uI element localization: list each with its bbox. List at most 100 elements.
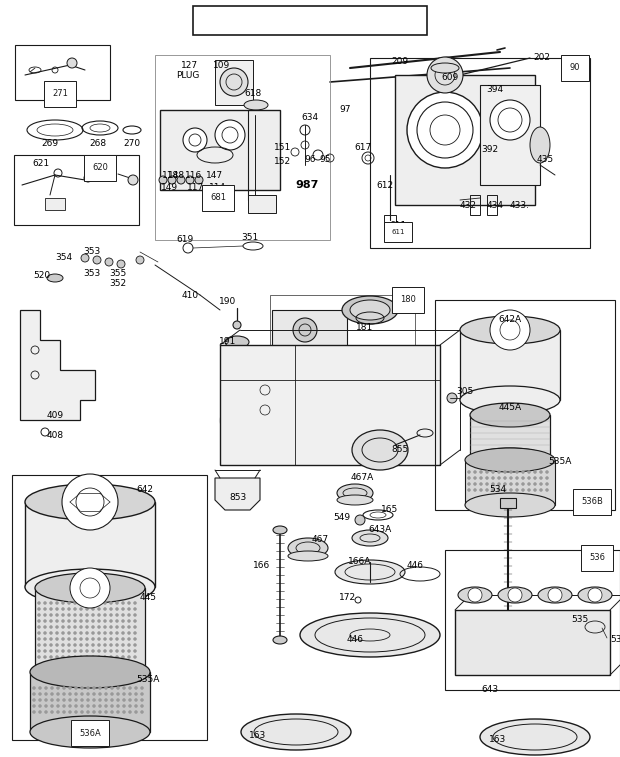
Circle shape: [123, 699, 125, 702]
Text: 353: 353: [83, 248, 100, 257]
Circle shape: [427, 57, 463, 93]
Circle shape: [122, 650, 125, 653]
Circle shape: [177, 176, 185, 184]
Circle shape: [43, 602, 46, 605]
Text: 536: 536: [589, 553, 605, 562]
Circle shape: [110, 602, 112, 605]
Circle shape: [117, 687, 120, 690]
Circle shape: [546, 488, 549, 491]
Ellipse shape: [352, 530, 388, 546]
Circle shape: [133, 608, 136, 610]
Circle shape: [105, 705, 107, 708]
Circle shape: [128, 602, 130, 605]
Circle shape: [105, 711, 107, 714]
Circle shape: [86, 637, 89, 640]
Circle shape: [122, 643, 125, 646]
Circle shape: [43, 631, 46, 634]
Circle shape: [97, 613, 100, 616]
Circle shape: [45, 687, 48, 690]
Circle shape: [117, 705, 120, 708]
Circle shape: [56, 656, 58, 659]
Circle shape: [92, 613, 94, 616]
Circle shape: [67, 58, 77, 68]
Text: 121 CARBURETOR KIT: 121 CARBURETOR KIT: [217, 14, 403, 30]
Circle shape: [74, 602, 76, 605]
Circle shape: [115, 619, 118, 622]
Ellipse shape: [288, 538, 328, 558]
Circle shape: [104, 619, 107, 622]
Text: 166: 166: [254, 560, 270, 569]
Circle shape: [128, 619, 130, 622]
Circle shape: [122, 608, 125, 610]
Circle shape: [546, 476, 549, 479]
Circle shape: [521, 471, 525, 473]
Circle shape: [115, 656, 118, 659]
Circle shape: [86, 650, 89, 653]
Circle shape: [510, 482, 513, 485]
Circle shape: [81, 687, 84, 690]
Text: 445A: 445A: [498, 403, 521, 413]
Circle shape: [490, 100, 530, 140]
Circle shape: [68, 625, 71, 628]
Circle shape: [63, 699, 66, 702]
Circle shape: [97, 602, 100, 605]
Circle shape: [105, 693, 107, 696]
Text: 190: 190: [219, 298, 237, 307]
Circle shape: [68, 687, 71, 690]
Circle shape: [159, 176, 167, 184]
Circle shape: [87, 699, 89, 702]
Circle shape: [115, 650, 118, 653]
Circle shape: [63, 687, 66, 690]
Circle shape: [87, 687, 89, 690]
Circle shape: [37, 613, 40, 616]
Text: 434: 434: [487, 201, 503, 210]
Circle shape: [92, 643, 94, 646]
Bar: [270, 295, 415, 360]
Circle shape: [135, 699, 138, 702]
Circle shape: [521, 482, 525, 485]
Ellipse shape: [350, 300, 390, 320]
Circle shape: [141, 687, 143, 690]
Circle shape: [50, 687, 53, 690]
Circle shape: [467, 476, 471, 479]
Bar: [445, 550, 620, 690]
Bar: [455, 610, 610, 675]
Circle shape: [86, 602, 89, 605]
Circle shape: [492, 488, 495, 491]
Circle shape: [37, 643, 40, 646]
Text: 643A: 643A: [368, 525, 392, 534]
Text: 96: 96: [304, 155, 316, 164]
Circle shape: [50, 637, 53, 640]
Bar: [15, 45, 110, 100]
Circle shape: [485, 482, 489, 485]
Circle shape: [128, 613, 130, 616]
Circle shape: [133, 625, 136, 628]
Circle shape: [122, 637, 125, 640]
Bar: [14, 155, 139, 225]
Circle shape: [61, 631, 64, 634]
Circle shape: [81, 699, 84, 702]
Circle shape: [50, 693, 53, 696]
Circle shape: [497, 482, 500, 485]
Circle shape: [43, 656, 46, 659]
Circle shape: [56, 619, 58, 622]
Circle shape: [86, 619, 89, 622]
Ellipse shape: [480, 719, 590, 755]
Circle shape: [117, 693, 120, 696]
Circle shape: [467, 482, 471, 485]
Circle shape: [128, 699, 131, 702]
Ellipse shape: [335, 560, 405, 584]
Circle shape: [74, 643, 76, 646]
Circle shape: [56, 625, 58, 628]
Circle shape: [515, 471, 518, 473]
Circle shape: [37, 602, 40, 605]
Bar: [465, 460, 555, 505]
Circle shape: [97, 625, 100, 628]
Circle shape: [68, 631, 71, 634]
Text: 97: 97: [339, 105, 351, 114]
Circle shape: [128, 175, 138, 185]
Text: 90: 90: [570, 64, 580, 73]
Circle shape: [92, 656, 94, 659]
Text: 467A: 467A: [350, 473, 374, 482]
Circle shape: [539, 482, 542, 485]
